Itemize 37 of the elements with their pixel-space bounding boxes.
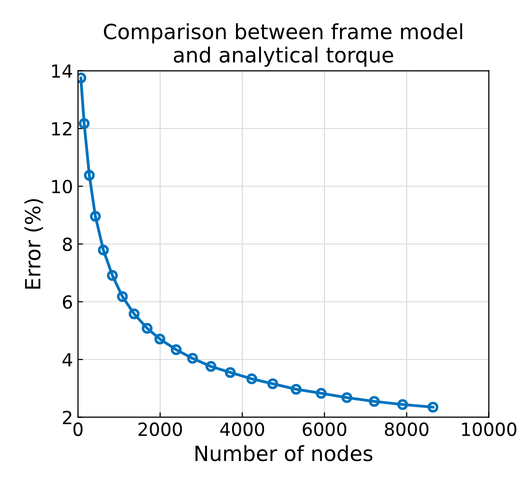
- point: [90, 210, 101, 222]
- point: [428, 402, 438, 413]
- point: [246, 373, 258, 384]
- point: [267, 378, 278, 390]
- x-tick-label: 4000: [220, 422, 264, 436]
- point: [290, 384, 302, 395]
- y-tick-label: 14: [52, 64, 72, 78]
- point: [170, 344, 182, 356]
- x-tick-label: 8000: [384, 422, 428, 436]
- point: [154, 334, 166, 344]
- chart-title: Comparison between frame model and analytical torque: [104, 23, 462, 67]
- point: [142, 322, 153, 334]
- x-axis-title: Number of nodes: [196, 445, 372, 462]
- point: [206, 361, 216, 372]
- point: [78, 118, 90, 130]
- point: [84, 170, 95, 181]
- point: [116, 291, 128, 302]
- point: [128, 308, 140, 320]
- point: [224, 367, 236, 378]
- x-tick-label: 6000: [302, 422, 346, 436]
- point: [368, 396, 380, 407]
- point: [98, 244, 109, 256]
- point: [341, 392, 352, 404]
- y-tick-label: 10: [52, 180, 72, 194]
- y-tick-label: 12: [52, 122, 72, 136]
- y-tick-label: 6: [62, 295, 72, 309]
- point: [106, 270, 118, 281]
- y-tick-label: 8: [62, 237, 72, 252]
- point: [187, 352, 198, 364]
- point: [316, 388, 327, 399]
- x-tick-label: 0: [73, 422, 83, 436]
- x-tick-label: 10000: [462, 422, 516, 436]
- y-tick-label: 4: [62, 353, 72, 366]
- x-tick-label: 2000: [138, 422, 182, 436]
- point: [397, 399, 408, 410]
- y-axis-title: Error (%): [24, 199, 44, 289]
- y-tick-label: 2: [62, 410, 72, 424]
